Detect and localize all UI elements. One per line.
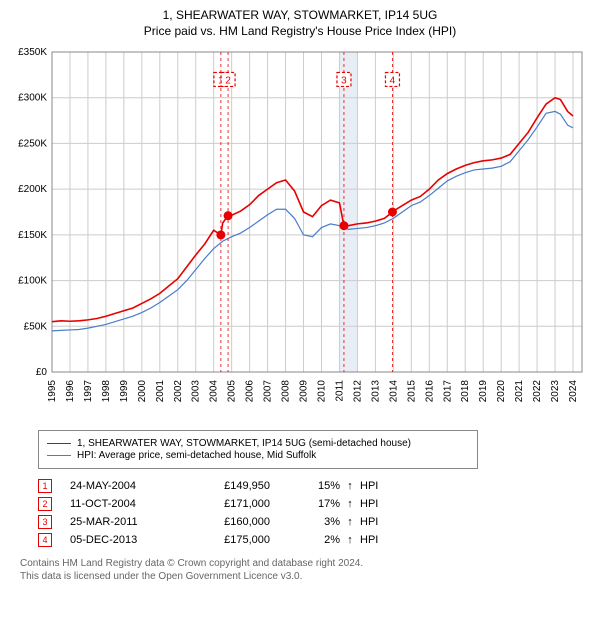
marker-number: 4 xyxy=(390,75,396,86)
x-tick-label: 2000 xyxy=(137,380,148,403)
x-tick-label: 2012 xyxy=(352,380,363,403)
x-tick-label: 2007 xyxy=(263,380,274,403)
marker-number: 3 xyxy=(341,75,347,86)
table-row: 1 24-MAY-2004£149,95015%↑HPI xyxy=(38,479,590,493)
table-row: 3 25-MAR-2011£160,0003%↑HPI xyxy=(38,515,590,529)
x-tick-label: 2021 xyxy=(514,380,525,403)
x-tick-label: 1998 xyxy=(101,380,112,403)
row-marker-box: 2 xyxy=(38,497,52,511)
legend-label: HPI: Average price, semi-detached house,… xyxy=(77,450,316,461)
x-tick-label: 1999 xyxy=(119,380,130,403)
x-tick-label: 2019 xyxy=(478,380,489,403)
arrow-up-icon: ↑ xyxy=(340,480,360,492)
price-chart: £0 £50K £100K £150K £200K £250K £300K £350K 1995… xyxy=(10,44,590,424)
y-tick-label: £150K xyxy=(18,230,47,241)
row-marker-box: 1 xyxy=(38,479,52,493)
marker-dot xyxy=(339,221,348,230)
x-tick-label: 2008 xyxy=(281,380,292,403)
y-tick-label: £300K xyxy=(18,93,47,104)
series-hpi xyxy=(52,111,573,330)
arrow-up-icon: ↑ xyxy=(340,516,360,528)
x-tick-label: 1997 xyxy=(83,380,94,403)
legend-swatch xyxy=(47,455,71,456)
x-tick-label: 2010 xyxy=(316,380,327,403)
row-pct: 2% xyxy=(300,534,340,546)
row-pct: 3% xyxy=(300,516,340,528)
series-property xyxy=(52,98,573,322)
x-tick-label: 2004 xyxy=(209,380,220,403)
row-date: 05-DEC-2013 xyxy=(70,534,200,546)
row-date: 24-MAY-2004 xyxy=(70,480,200,492)
x-tick-label: 2013 xyxy=(370,380,381,403)
x-tick-label: 2022 xyxy=(532,380,543,403)
row-ref: HPI xyxy=(360,480,400,492)
marker-dot xyxy=(216,230,225,239)
x-tick-label: 2015 xyxy=(406,380,417,403)
row-price: £149,950 xyxy=(200,480,300,492)
page-title: 1, SHEARWATER WAY, STOWMARKET, IP14 5UG xyxy=(10,8,590,22)
row-price: £160,000 xyxy=(200,516,300,528)
x-tick-label: 2023 xyxy=(550,380,561,403)
x-tick-label: 2020 xyxy=(496,380,507,403)
legend-item: HPI: Average price, semi-detached house,… xyxy=(47,450,469,461)
x-tick-label: 1996 xyxy=(65,380,76,403)
marker-dot xyxy=(224,211,233,220)
row-pct: 15% xyxy=(300,480,340,492)
legend: 1, SHEARWATER WAY, STOWMARKET, IP14 5UG … xyxy=(38,430,478,469)
x-tick-label: 2011 xyxy=(334,380,345,402)
legend-label: 1, SHEARWATER WAY, STOWMARKET, IP14 5UG … xyxy=(77,438,411,449)
x-tick-label: 2009 xyxy=(299,380,310,403)
x-tick-label: 2005 xyxy=(227,380,238,403)
y-tick-label: £200K xyxy=(18,184,47,195)
legend-swatch xyxy=(47,443,71,444)
row-marker-box: 3 xyxy=(38,515,52,529)
footer: Contains HM Land Registry data © Crown c… xyxy=(20,557,590,583)
sales-table: 124-MAY-2004£149,95015%↑HPI211-OCT-2004£… xyxy=(38,479,590,547)
marker-number: 2 xyxy=(225,75,231,86)
x-tick-label: 1995 xyxy=(47,380,58,403)
legend-item: 1, SHEARWATER WAY, STOWMARKET, IP14 5UG … xyxy=(47,438,469,449)
table-row: 4 05-DEC-2013£175,0002%↑HPI xyxy=(38,533,590,547)
y-tick-label: £350K xyxy=(18,47,47,58)
x-tick-label: 2003 xyxy=(191,380,202,403)
row-ref: HPI xyxy=(360,516,400,528)
arrow-up-icon: ↑ xyxy=(340,534,360,546)
chart-svg: £0 £50K £100K £150K £200K £250K £300K £350K 1995… xyxy=(10,44,590,424)
row-date: 25-MAR-2011 xyxy=(70,516,200,528)
arrow-up-icon: ↑ xyxy=(340,498,360,510)
row-ref: HPI xyxy=(360,534,400,546)
row-pct: 17% xyxy=(300,498,340,510)
x-tick-label: 2024 xyxy=(568,380,579,403)
footer-line-2: This data is licensed under the Open Gov… xyxy=(20,570,590,583)
x-tick-label: 2001 xyxy=(155,380,166,403)
x-tick-label: 2017 xyxy=(442,380,453,403)
row-marker-box: 4 xyxy=(38,533,52,547)
x-tick-label: 2018 xyxy=(460,380,471,403)
row-ref: HPI xyxy=(360,498,400,510)
row-price: £171,000 xyxy=(200,498,300,510)
row-price: £175,000 xyxy=(200,534,300,546)
page-subtitle: Price paid vs. HM Land Registry's House … xyxy=(10,24,590,38)
table-row: 2 11-OCT-2004£171,00017%↑HPI xyxy=(38,497,590,511)
marker-dot xyxy=(388,208,397,217)
y-tick-label: £250K xyxy=(18,138,47,149)
x-tick-label: 2016 xyxy=(424,380,435,403)
y-tick-label: £100K xyxy=(18,276,47,287)
x-tick-label: 2002 xyxy=(173,380,184,403)
x-tick-label: 2014 xyxy=(388,380,399,403)
y-tick-label: £50K xyxy=(24,321,48,332)
footer-line-1: Contains HM Land Registry data © Crown c… xyxy=(20,557,590,570)
x-tick-label: 2006 xyxy=(245,380,256,403)
row-date: 11-OCT-2004 xyxy=(70,498,200,510)
y-tick-label: £0 xyxy=(36,367,48,378)
